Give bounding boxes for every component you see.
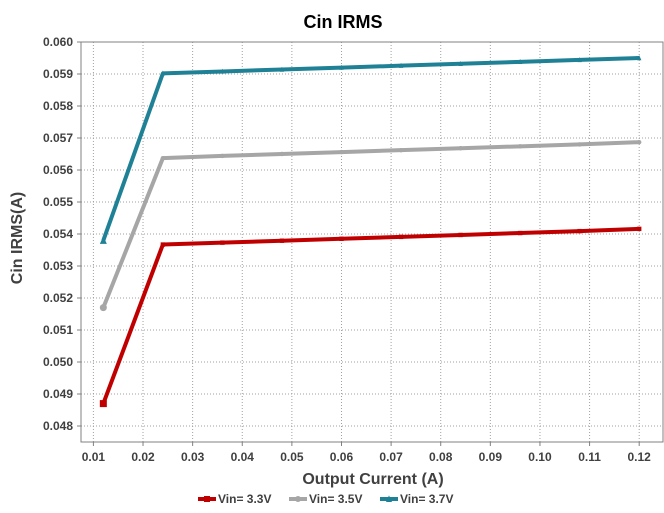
legend-item-3: Vin= 3.7V bbox=[380, 492, 453, 506]
y-tick-label: 0.048 bbox=[43, 419, 73, 433]
data-point-triangle bbox=[517, 59, 523, 65]
y-tick-label: 0.060 bbox=[43, 35, 73, 49]
x-tick-label: 0.05 bbox=[280, 450, 304, 464]
x-tick-label: 0.08 bbox=[429, 450, 453, 464]
x-tick-label: 0.11 bbox=[578, 450, 601, 464]
chart-title: Cin IRMS bbox=[304, 12, 383, 32]
data-point-triangle bbox=[458, 60, 463, 66]
legend-item-2: Vin= 3.5V bbox=[289, 492, 362, 506]
x-tick-label: 0.10 bbox=[528, 450, 552, 464]
x-axis-title: Output Current (A) bbox=[302, 471, 443, 488]
x-tick-label: 0.04 bbox=[231, 450, 255, 464]
y-tick-label: 0.049 bbox=[43, 387, 73, 401]
series-group bbox=[99, 55, 642, 408]
y-tick-label: 0.058 bbox=[43, 99, 73, 113]
data-point-square bbox=[204, 496, 210, 502]
y-tick-label: 0.050 bbox=[43, 355, 73, 369]
legend: Vin= 3.3V Vin= 3.5V Vin= 3.7V bbox=[198, 492, 453, 506]
data-point-triangle bbox=[220, 68, 225, 74]
data-point-square bbox=[99, 400, 107, 408]
data-point-triangle bbox=[279, 66, 285, 72]
data-point-triangle bbox=[398, 62, 404, 68]
x-tick-label: 0.07 bbox=[379, 450, 403, 464]
data-point-square bbox=[577, 228, 582, 234]
series-1 bbox=[99, 226, 642, 408]
grid bbox=[81, 41, 663, 442]
data-point-square bbox=[398, 234, 404, 240]
data-point-circle bbox=[295, 496, 301, 502]
data-point-square bbox=[517, 230, 523, 236]
y-tick-label: 0.054 bbox=[43, 227, 73, 241]
data-point-triangle bbox=[577, 57, 582, 63]
data-point-triangle bbox=[386, 495, 392, 502]
y-axis: 0.048 0.049 0.050 0.051 0.052 0.053 0.054 0.055… bbox=[43, 35, 81, 433]
x-tick-label: 0.03 bbox=[181, 450, 205, 464]
x-tick-label: 0.02 bbox=[131, 450, 155, 464]
y-tick-label: 0.055 bbox=[43, 195, 73, 209]
data-point-square bbox=[458, 232, 463, 238]
x-tick-label: 0.06 bbox=[330, 450, 354, 464]
data-point-triangle bbox=[339, 64, 344, 70]
data-point-circle bbox=[160, 155, 166, 161]
legend-item-1: Vin= 3.3V bbox=[198, 492, 271, 506]
data-point-circle bbox=[220, 153, 225, 159]
y-axis-title: Cin IRMS(A) bbox=[9, 192, 26, 284]
data-point-circle bbox=[398, 147, 404, 153]
x-tick-label: 0.12 bbox=[628, 450, 652, 464]
legend-label: Vin= 3.3V bbox=[218, 492, 271, 506]
data-point-circle bbox=[636, 139, 642, 145]
data-point-square bbox=[160, 242, 166, 247]
x-tick-label: 0.01 bbox=[82, 450, 106, 464]
data-point-circle bbox=[99, 304, 107, 312]
y-tick-label: 0.053 bbox=[43, 259, 73, 273]
legend-label: Vin= 3.5V bbox=[309, 492, 362, 506]
data-point-circle bbox=[458, 146, 463, 151]
data-point-circle bbox=[577, 142, 582, 147]
data-point-circle bbox=[517, 144, 523, 149]
y-tick-label: 0.051 bbox=[43, 323, 73, 337]
data-point-triangle bbox=[636, 55, 642, 61]
x-tick-label: 0.09 bbox=[479, 450, 503, 464]
data-point-circle bbox=[339, 149, 344, 155]
y-tick-label: 0.052 bbox=[43, 291, 73, 305]
data-point-circle bbox=[279, 151, 285, 157]
legend-label: Vin= 3.7V bbox=[400, 492, 453, 506]
plot-frame bbox=[80, 41, 664, 443]
y-tick-label: 0.059 bbox=[43, 67, 73, 81]
data-point-square bbox=[220, 240, 225, 245]
series-line bbox=[101, 226, 640, 405]
data-point-triangle bbox=[99, 236, 107, 244]
data-point-square bbox=[279, 238, 285, 243]
x-axis: 0.01 0.02 0.03 0.04 0.05 0.06 0.07 0.08 0.09 0.10… bbox=[82, 442, 651, 464]
series-3 bbox=[99, 55, 642, 244]
series-2 bbox=[99, 139, 642, 312]
y-tick-label: 0.057 bbox=[43, 131, 73, 145]
series-line bbox=[101, 56, 640, 242]
data-point-square bbox=[339, 236, 344, 241]
y-tick-label: 0.056 bbox=[43, 163, 73, 177]
series-line bbox=[101, 140, 640, 309]
data-point-square bbox=[636, 226, 642, 232]
data-point-triangle bbox=[160, 70, 166, 76]
